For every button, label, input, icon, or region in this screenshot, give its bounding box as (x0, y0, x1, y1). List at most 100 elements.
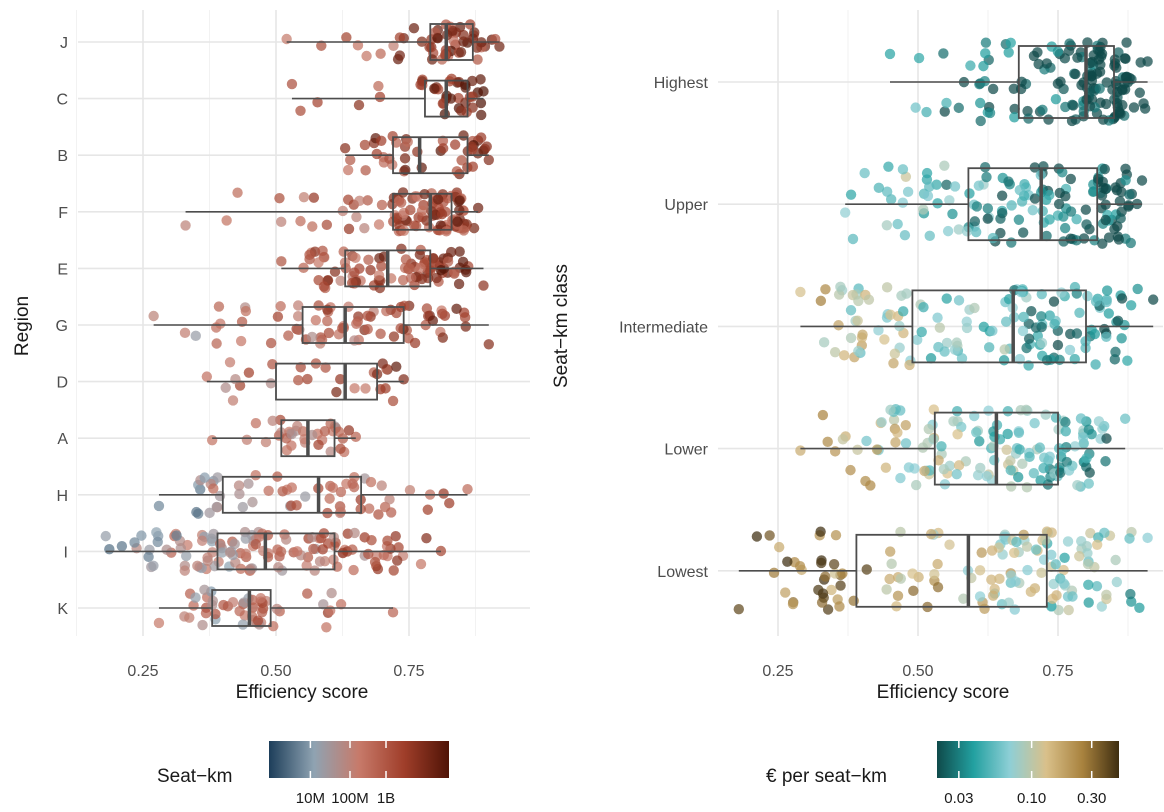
data-point (335, 275, 346, 286)
data-point (393, 542, 404, 553)
data-point (152, 536, 163, 548)
data-point (243, 478, 254, 489)
data-point (932, 558, 943, 570)
right-x-tick-labels: 0.25 0.50 0.75 (762, 663, 1073, 680)
data-point (1115, 213, 1126, 224)
data-point (136, 530, 147, 541)
data-point (951, 337, 962, 348)
data-point (978, 321, 990, 333)
data-point (861, 564, 872, 575)
data-point (360, 383, 371, 394)
data-point (390, 530, 401, 542)
data-point (1048, 296, 1060, 307)
data-point (973, 180, 985, 191)
data-point (1013, 427, 1025, 438)
data-point (255, 592, 266, 604)
data-point (321, 622, 332, 633)
data-point (980, 37, 992, 48)
data-point (301, 560, 312, 571)
data-point (337, 205, 349, 217)
data-point (1051, 590, 1062, 601)
data-point (345, 154, 356, 166)
data-point (1046, 549, 1057, 561)
data-point (1064, 38, 1075, 49)
data-point (275, 546, 287, 557)
data-point (1074, 551, 1085, 562)
data-point (202, 555, 213, 566)
data-point (1116, 293, 1128, 304)
data-point (192, 560, 203, 572)
data-point (828, 558, 840, 570)
data-point (475, 97, 487, 109)
data-point (415, 79, 426, 90)
data-point (879, 334, 890, 345)
data-point (346, 277, 358, 289)
data-point (1082, 290, 1093, 302)
data-point (374, 91, 386, 103)
data-point (275, 414, 286, 426)
data-point (1103, 232, 1115, 243)
data-point (996, 190, 1008, 201)
data-point (1121, 37, 1132, 48)
data-point (271, 603, 283, 615)
left-legend-title: Seat−km (157, 766, 233, 787)
data-point (944, 539, 955, 550)
data-point (1065, 233, 1076, 244)
data-point (975, 115, 986, 127)
data-point (1038, 462, 1049, 474)
data-point (452, 216, 463, 227)
data-point (944, 195, 955, 206)
x-tick-label: 0.25 (127, 663, 158, 680)
data-point (907, 568, 918, 579)
data-point (1024, 451, 1035, 463)
data-point (148, 310, 159, 322)
data-point (951, 406, 963, 417)
data-point (190, 592, 201, 603)
data-point (921, 106, 932, 118)
data-point (337, 547, 349, 559)
data-point (921, 167, 933, 179)
colorbar-tick-label: 100M (331, 790, 369, 807)
data-point (995, 227, 1006, 239)
data-point (354, 195, 365, 207)
data-point (1084, 467, 1095, 478)
right-x-axis-title: Efficiency score (877, 682, 1010, 703)
data-point (375, 328, 386, 339)
data-point (895, 472, 906, 484)
data-point (1132, 283, 1143, 295)
data-point (374, 282, 386, 294)
data-point (310, 315, 322, 326)
data-point (483, 339, 494, 350)
data-point (833, 320, 844, 331)
data-point (1109, 54, 1121, 65)
data-point (1040, 534, 1051, 546)
data-point (983, 342, 995, 353)
data-point (961, 322, 973, 334)
data-point (388, 40, 399, 51)
data-point (453, 278, 465, 290)
data-point (928, 434, 939, 445)
data-point (1041, 58, 1053, 69)
x-tick-label: 0.75 (1042, 663, 1073, 680)
data-point (941, 337, 953, 349)
data-point (467, 161, 479, 172)
data-point (1083, 478, 1094, 489)
data-point (437, 332, 449, 343)
data-point (1090, 296, 1102, 307)
box (211, 589, 272, 627)
data-point (981, 171, 992, 183)
data-point (1100, 214, 1111, 226)
data-point (892, 218, 903, 230)
data-point (199, 472, 210, 483)
data-point (1044, 189, 1055, 201)
data-point (865, 480, 876, 491)
data-point (392, 555, 403, 566)
data-point (331, 561, 343, 572)
data-point (353, 99, 365, 111)
data-point (1110, 346, 1121, 358)
data-point (987, 325, 998, 337)
data-point (359, 139, 371, 151)
data-point (1037, 104, 1048, 116)
data-point (1001, 444, 1012, 455)
data-point (1086, 75, 1098, 86)
